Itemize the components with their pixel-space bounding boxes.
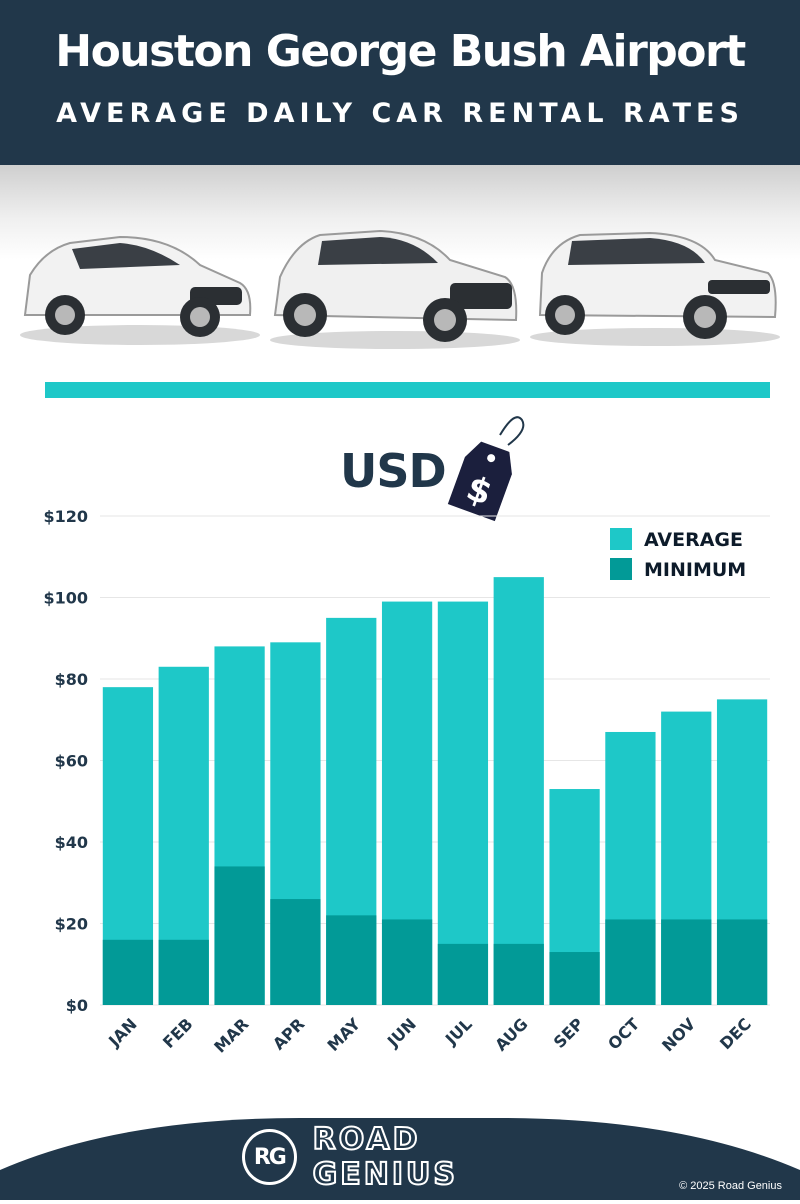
- legend-swatch-average: [610, 528, 632, 550]
- bar-minimum-jan: [102, 939, 154, 1005]
- x-tick-label: OCT: [604, 1014, 643, 1053]
- x-tick-label: SEP: [550, 1014, 588, 1052]
- y-tick-label: $40: [55, 833, 88, 852]
- bar-minimum-dec: [716, 919, 768, 1005]
- y-tick-label: $20: [55, 915, 88, 934]
- x-tick-label: NOV: [658, 1014, 699, 1055]
- brand-logo[interactable]: RG ROAD GENIUS: [242, 1121, 572, 1193]
- y-axis-ticks: $0 $20 $40 $60 $80 $100 $120: [43, 507, 88, 1015]
- x-tick-label: AUG: [491, 1014, 531, 1054]
- hatchback-car-image: [20, 235, 260, 345]
- x-axis-ticks: JAN FEB MAR APR MAY JUN JUL AUG SEP OCT NOV DEC: [104, 1014, 755, 1057]
- x-tick-label: APR: [269, 1014, 308, 1053]
- x-tick-label: MAY: [324, 1014, 365, 1055]
- bar-minimum-may: [326, 915, 377, 1005]
- price-tag-icon: $: [447, 416, 525, 522]
- bar-minimum-aug: [493, 943, 544, 1005]
- y-tick-label: $80: [55, 670, 88, 689]
- luxury-suv-car-image: [530, 231, 780, 346]
- car-illustrations: [0, 165, 800, 375]
- x-tick-label: MAR: [210, 1014, 252, 1056]
- footer: [0, 1110, 800, 1200]
- chart-legend: AVERAGE MINIMUM: [610, 528, 746, 581]
- x-tick-label: JUL: [441, 1014, 476, 1049]
- bar-minimum-sep: [549, 952, 600, 1005]
- legend-swatch-minimum: [610, 558, 632, 580]
- header-banner: Houston George Bush Airport AVERAGE DAIL…: [0, 0, 800, 165]
- x-tick-label: JAN: [104, 1014, 141, 1051]
- rental-rates-chart: $0 $20 $40 $60 $80 $100 $120 JAN FEB MAR APR MAY JU…: [43, 507, 770, 1057]
- bar-minimum-jun: [381, 919, 433, 1005]
- bar-minimum-nov: [661, 919, 712, 1005]
- x-tick-label: DEC: [716, 1014, 755, 1053]
- bar-minimum-mar: [214, 866, 265, 1005]
- y-tick-label: $0: [66, 996, 88, 1015]
- road-genius-logo-icon: RG: [242, 1129, 297, 1185]
- suv-car-image: [270, 229, 520, 349]
- currency-label: USD: [340, 444, 447, 498]
- legend-label-minimum: MINIMUM: [644, 559, 746, 581]
- x-tick-label: FEB: [159, 1014, 197, 1052]
- legend-label-average: AVERAGE: [644, 529, 743, 551]
- bar-minimum-apr: [270, 899, 321, 1005]
- bar-minimum-oct: [605, 919, 656, 1005]
- bar-average-aug: [493, 577, 544, 1005]
- x-tick-label: JUN: [383, 1014, 420, 1051]
- chart-gridlines: [100, 515, 770, 1006]
- page-title: Houston George Bush Airport: [55, 26, 746, 77]
- y-tick-label: $60: [55, 752, 88, 771]
- chart-bars: [102, 577, 768, 1005]
- brand-name: ROAD GENIUS: [312, 1121, 458, 1193]
- accent-divider: [45, 382, 770, 398]
- y-tick-label: $120: [43, 507, 88, 526]
- copyright-text: © 2025 Road Genius: [679, 1180, 782, 1192]
- page-subtitle: AVERAGE DAILY CAR RENTAL RATES: [56, 98, 744, 129]
- bar-minimum-feb: [158, 939, 209, 1005]
- y-tick-label: $100: [43, 589, 88, 608]
- bar-minimum-jul: [437, 943, 489, 1005]
- bar-average-jul: [437, 601, 489, 1005]
